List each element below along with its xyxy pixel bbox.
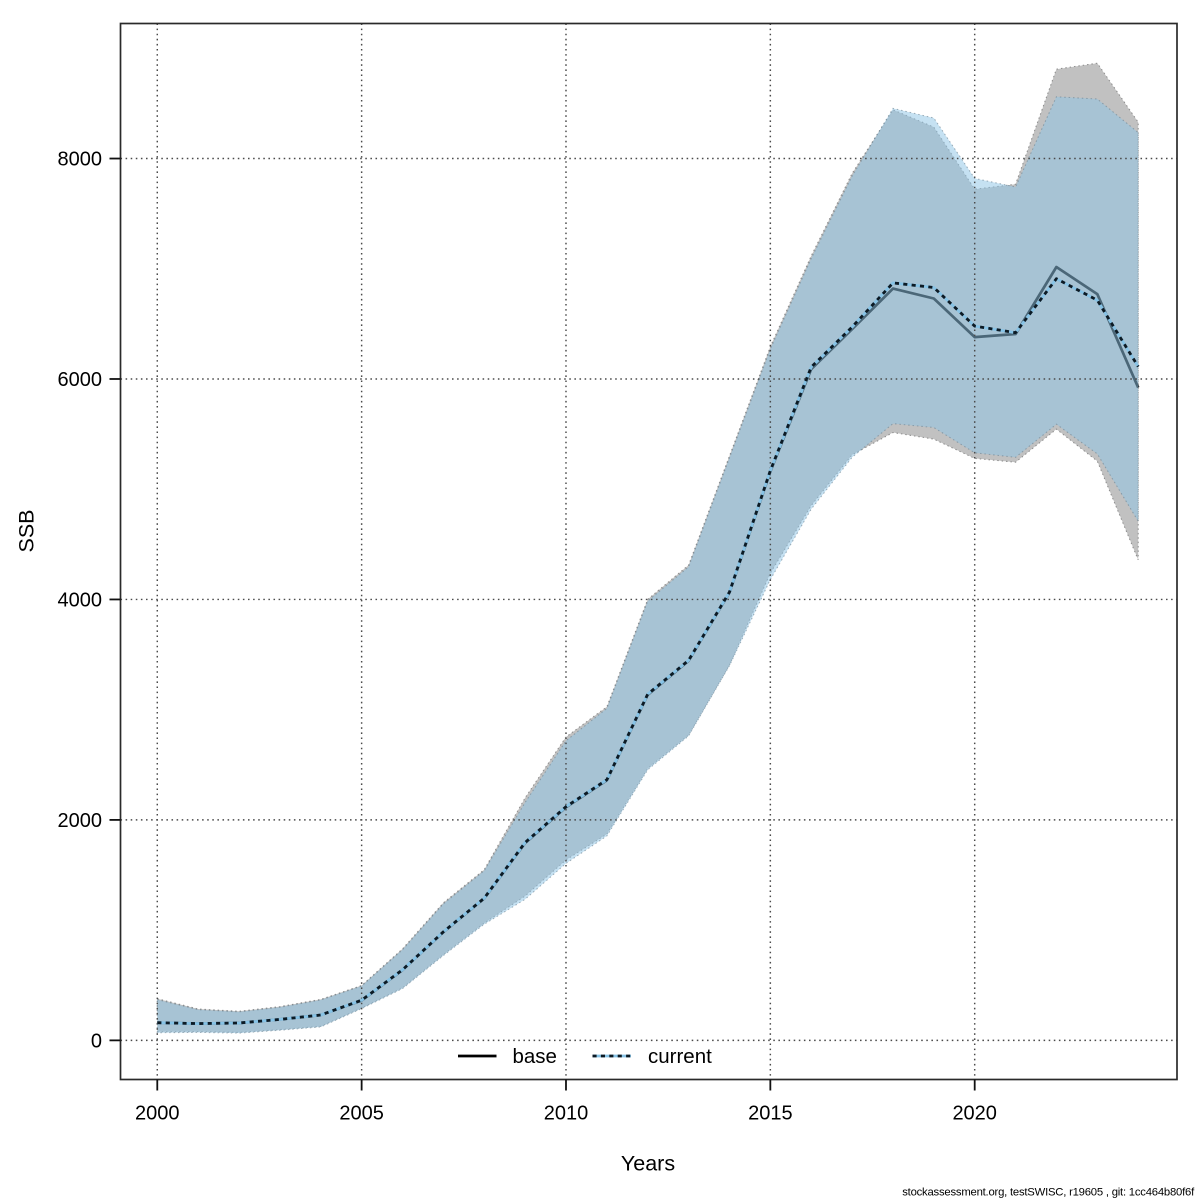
y-tick-label-0: 0 [91,1031,102,1053]
y-tick-label-4000: 4000 [58,590,103,612]
median-lines-layer [157,277,1140,1025]
axes-layer: 2000 2005 2010 2015 2020 0 2000 4000 6000 8000 [58,149,997,1125]
y-axis-title: SSB [15,509,39,552]
plot-box [119,22,1178,1081]
legend: base current [458,1045,712,1068]
legend-base-label: base [513,1045,557,1068]
y-tick-label-8000: 8000 [58,149,103,171]
y-tick-label-6000: 6000 [58,369,103,391]
x-tick-label-2010: 2010 [544,1103,589,1125]
legend-current-label: current [648,1045,712,1068]
x-axis-title: Years [621,1152,675,1176]
current-median-line-dotted [157,277,1140,1025]
x-tick-label-2000: 2000 [135,1103,180,1125]
x-tick-label-2005: 2005 [339,1103,384,1125]
x-tick-label-2015: 2015 [748,1103,793,1125]
y-tick-label-2000: 2000 [58,810,103,832]
x-tick-label-2020: 2020 [952,1103,997,1125]
current-confidence-band [156,96,1139,1034]
footer-attribution: stockassessment.org, testSWISC, r19605 ,… [902,1187,1195,1199]
